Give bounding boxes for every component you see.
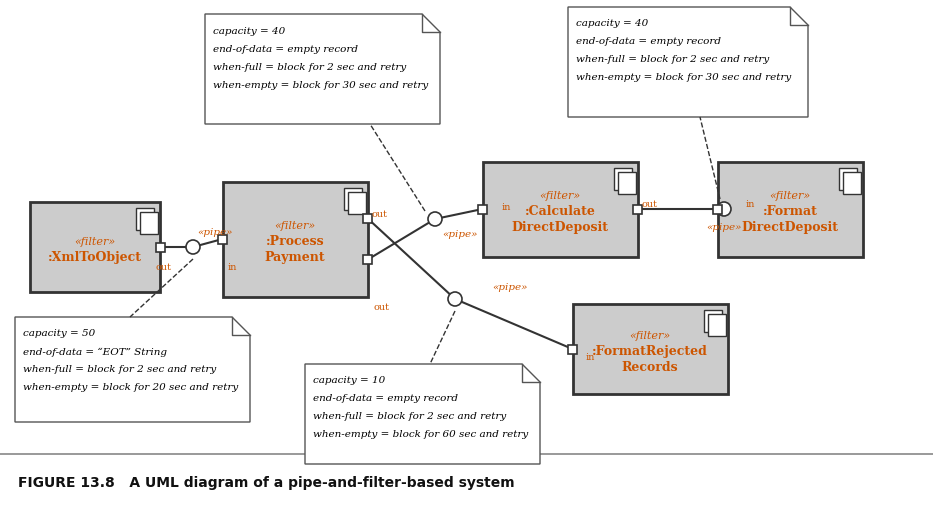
Text: Payment: Payment <box>265 251 326 264</box>
Text: end-of-data = empty record: end-of-data = empty record <box>313 394 458 403</box>
Bar <box>707 315 726 336</box>
Text: «filter»: «filter» <box>630 330 671 341</box>
Bar <box>842 172 860 194</box>
Bar <box>363 214 372 223</box>
Bar <box>343 188 361 210</box>
Text: when-full = block for 2 sec and retry: when-full = block for 2 sec and retry <box>576 55 769 64</box>
Text: capacity = 10: capacity = 10 <box>313 376 385 385</box>
Bar <box>618 172 635 194</box>
Bar <box>839 168 856 190</box>
Circle shape <box>448 293 462 306</box>
Polygon shape <box>15 318 250 422</box>
Text: end-of-data = “EOT” String: end-of-data = “EOT” String <box>23 347 167 356</box>
Text: DirectDeposit: DirectDeposit <box>742 221 839 234</box>
Text: capacity = 40: capacity = 40 <box>213 26 285 36</box>
Bar <box>633 205 642 214</box>
Text: :FormatRejected: :FormatRejected <box>592 345 708 358</box>
Circle shape <box>717 203 731 216</box>
Text: in: in <box>745 200 755 209</box>
Text: :Calculate: :Calculate <box>524 205 595 218</box>
Text: «filter»: «filter» <box>75 237 116 246</box>
Text: «filter»: «filter» <box>770 191 811 201</box>
Text: when-full = block for 2 sec and retry: when-full = block for 2 sec and retry <box>23 365 216 374</box>
Polygon shape <box>568 8 808 118</box>
Bar <box>30 203 160 293</box>
Bar <box>347 192 366 214</box>
Circle shape <box>428 213 442 227</box>
Bar <box>703 310 721 332</box>
Text: «pipe»: «pipe» <box>493 283 528 292</box>
Text: out: out <box>374 303 390 312</box>
Text: out: out <box>155 263 171 272</box>
Text: :XmlToObject: :XmlToObject <box>48 251 142 264</box>
Polygon shape <box>205 15 440 125</box>
Text: in: in <box>228 263 237 272</box>
Text: «filter»: «filter» <box>274 220 315 231</box>
Text: end-of-data = empty record: end-of-data = empty record <box>576 38 721 46</box>
Bar <box>717 162 862 257</box>
Polygon shape <box>305 364 540 464</box>
Text: when-full = block for 2 sec and retry: when-full = block for 2 sec and retry <box>213 63 406 71</box>
Text: «pipe»: «pipe» <box>706 223 742 232</box>
Text: «pipe»: «pipe» <box>442 230 478 239</box>
Text: in: in <box>501 203 510 212</box>
Bar <box>218 235 227 244</box>
Text: Records: Records <box>621 361 678 374</box>
Text: capacity = 40: capacity = 40 <box>576 19 648 29</box>
Text: :Format: :Format <box>762 205 817 218</box>
Text: FIGURE 13.8   A UML diagram of a pipe-and-filter-based system: FIGURE 13.8 A UML diagram of a pipe-and-… <box>18 475 515 489</box>
Bar <box>614 168 632 190</box>
Bar <box>363 256 372 265</box>
Text: when-empty = block for 20 sec and retry: when-empty = block for 20 sec and retry <box>23 383 238 392</box>
Text: when-full = block for 2 sec and retry: when-full = block for 2 sec and retry <box>313 412 507 420</box>
Bar <box>573 304 728 394</box>
Bar <box>222 182 368 297</box>
Circle shape <box>186 241 200 254</box>
Text: when-empty = block for 30 sec and retry: when-empty = block for 30 sec and retry <box>576 73 791 82</box>
Bar <box>568 345 577 354</box>
Text: :Process: :Process <box>266 235 325 248</box>
Bar <box>713 205 722 214</box>
Bar <box>478 205 487 214</box>
Text: when-empty = block for 30 sec and retry: when-empty = block for 30 sec and retry <box>213 80 428 89</box>
Bar <box>156 243 164 252</box>
Text: when-empty = block for 60 sec and retry: when-empty = block for 60 sec and retry <box>313 430 528 439</box>
Text: «filter»: «filter» <box>539 191 580 201</box>
Bar <box>140 213 158 235</box>
Text: out: out <box>642 200 658 209</box>
Bar <box>136 209 154 231</box>
Text: end-of-data = empty record: end-of-data = empty record <box>213 44 358 53</box>
Text: out: out <box>372 210 388 219</box>
Text: in: in <box>585 353 594 362</box>
Text: DirectDeposit: DirectDeposit <box>511 221 608 234</box>
Bar <box>482 162 637 257</box>
Text: «pipe»: «pipe» <box>197 228 232 237</box>
Text: capacity = 50: capacity = 50 <box>23 329 95 338</box>
